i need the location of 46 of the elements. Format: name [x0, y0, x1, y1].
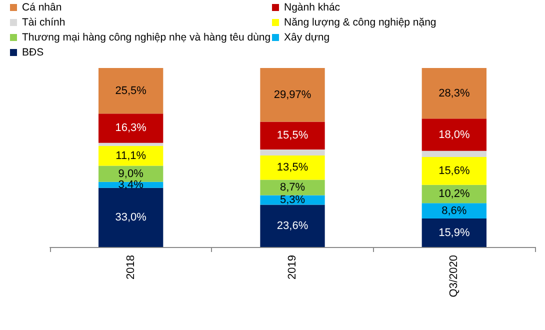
bar	[260, 122, 325, 150]
data-label: 13,5%	[276, 162, 308, 174]
bar	[260, 180, 325, 196]
legend-label: Năng lượng & công nghiệp nặng	[284, 16, 436, 28]
bar	[260, 156, 325, 180]
data-label: 15,6%	[438, 164, 470, 177]
data-label: 8,7%	[280, 181, 306, 194]
data-label: 29,97%	[274, 88, 312, 101]
data-label: 8,6%	[442, 204, 467, 217]
data-label: 5,3%	[280, 194, 306, 206]
bar	[260, 204, 325, 247]
bar	[98, 188, 164, 247]
data-label: 9,0%	[118, 168, 144, 180]
bar	[260, 68, 325, 122]
bar	[98, 68, 164, 114]
data-label: 28,3%	[438, 87, 470, 100]
bar	[98, 114, 164, 143]
data-label: 25,5%	[115, 84, 147, 97]
bar	[422, 150, 486, 157]
data-label: 18,0%	[438, 128, 470, 141]
data-label: 15,9%	[438, 226, 470, 239]
legend-label: Tài chính	[22, 16, 66, 28]
data-label: 33,0%	[115, 211, 147, 224]
legend-label: Ngành khác	[284, 2, 340, 14]
data-label: 16,3%	[115, 122, 147, 134]
legend-label: BĐS	[22, 46, 44, 58]
legend-label: Thương mại hàng công nghiệp nhẹ và hàng têu dùng	[22, 32, 271, 44]
x-tick-label: 2019	[286, 255, 298, 280]
bar	[422, 203, 486, 219]
data-label: 11,1%	[116, 150, 146, 162]
data-label: 23,6%	[276, 220, 308, 232]
bar	[422, 68, 486, 119]
legend-label: Cá nhân	[22, 2, 62, 14]
data-label: 15,5%	[276, 130, 308, 142]
bar	[422, 118, 486, 151]
bar	[98, 142, 164, 146]
bar	[98, 166, 164, 182]
bar	[422, 156, 486, 185]
bar	[260, 149, 325, 156]
x-tick-label: 2018	[124, 255, 137, 280]
data-label: 10,2%	[438, 188, 470, 200]
bar	[98, 146, 164, 166]
bar	[422, 218, 486, 247]
data-label: 3,4%	[118, 178, 144, 191]
legend-label: Xây dựng	[284, 32, 330, 44]
x-tick-label: Q3/2020	[448, 255, 460, 298]
